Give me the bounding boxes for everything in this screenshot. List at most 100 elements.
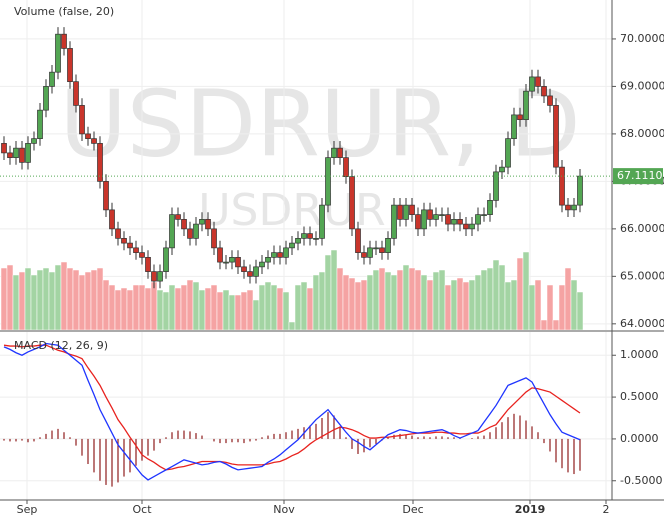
- candle-body: [241, 266, 247, 272]
- volume-bar: [330, 249, 338, 331]
- volume-bar: [240, 291, 248, 331]
- volume-bar: [420, 274, 428, 331]
- volume-bar: [462, 281, 470, 331]
- candle-body: [517, 114, 523, 121]
- volume-bar: [324, 254, 332, 331]
- volume-bar: [0, 267, 8, 331]
- candle-body: [121, 238, 127, 244]
- candle-body: [37, 109, 43, 139]
- volume-bar: [504, 281, 512, 331]
- candle-body: [487, 200, 493, 215]
- volume-bar: [522, 251, 530, 331]
- volume-bar: [264, 281, 272, 331]
- candle-body: [271, 252, 277, 258]
- y-tick-label: 70.0000: [620, 32, 664, 45]
- candle-body: [265, 257, 271, 263]
- volume-bar: [450, 279, 458, 331]
- volume-bar: [48, 271, 56, 331]
- volume-bar: [114, 289, 122, 331]
- volume-bar: [30, 274, 38, 331]
- candle-body: [331, 147, 337, 158]
- volume-bar: [138, 284, 146, 331]
- candle-body: [109, 209, 115, 230]
- volume-bar: [162, 291, 170, 331]
- volume-bar: [360, 279, 368, 331]
- candle-body: [127, 242, 133, 249]
- candle-body: [145, 257, 151, 272]
- volume-bar: [66, 267, 74, 331]
- volume-bar: [300, 281, 308, 331]
- volume-bar: [528, 284, 536, 331]
- volume-bar: [498, 264, 506, 331]
- candle-body: [283, 247, 289, 258]
- volume-bar: [54, 264, 62, 331]
- candle-body: [463, 223, 469, 230]
- candle-body: [571, 204, 577, 211]
- volume-bar: [432, 271, 440, 331]
- candle-body: [433, 214, 439, 220]
- volume-bar: [396, 269, 404, 331]
- volume-bar: [294, 284, 302, 331]
- watermark: USDRUR, D: [59, 70, 580, 177]
- candle-body: [361, 252, 367, 258]
- volume-bar: [276, 287, 284, 331]
- y-tick-label: 66.0000: [620, 222, 664, 235]
- volume-bar: [342, 274, 350, 331]
- volume-bar: [576, 291, 584, 331]
- volume-bar: [42, 267, 50, 331]
- candle-body: [379, 247, 385, 253]
- candle-body: [277, 252, 283, 258]
- volume-bar: [6, 264, 14, 331]
- volume-bar: [36, 269, 44, 331]
- volume-bar: [552, 319, 560, 331]
- candle-body: [19, 147, 25, 163]
- candle-body: [475, 214, 481, 225]
- volume-bar: [540, 319, 548, 331]
- candle-body: [49, 71, 55, 87]
- candle-body: [139, 252, 145, 258]
- candle-body: [193, 223, 199, 239]
- volume-bar: [90, 269, 98, 331]
- y-tick-label: 0.0000: [620, 432, 659, 445]
- volume-bar: [408, 267, 416, 331]
- volume-bar: [480, 269, 488, 331]
- volume-bar: [198, 289, 206, 331]
- volume-bar: [270, 284, 278, 331]
- volume-bar: [246, 289, 254, 331]
- x-tick-label: Nov: [273, 503, 295, 516]
- candle-body: [415, 214, 421, 230]
- candle-body: [511, 114, 517, 139]
- candle-body: [403, 204, 409, 220]
- candle-body: [499, 166, 505, 173]
- volume-bar: [366, 274, 374, 331]
- volume-bar: [216, 291, 224, 331]
- candle-body: [163, 247, 169, 272]
- volume-bar: [384, 271, 392, 331]
- candle-body: [205, 219, 211, 230]
- candle-body: [157, 271, 163, 282]
- volume-bar: [348, 277, 356, 331]
- volume-bar: [24, 267, 32, 331]
- candle-body: [385, 238, 391, 253]
- volume-bar: [150, 281, 158, 331]
- volume-bar: [84, 271, 92, 331]
- candle-body: [301, 233, 307, 239]
- candle-body: [253, 266, 259, 277]
- macd-legend: MACD (12, 26, 9): [14, 339, 108, 352]
- volume-bar: [156, 289, 164, 331]
- y-tick-label: 64.0000: [620, 317, 664, 330]
- candle-body: [79, 105, 85, 135]
- candle-body: [67, 48, 73, 83]
- x-tick-label: Dec: [402, 503, 423, 516]
- candle-body: [349, 176, 355, 230]
- volume-bar: [180, 284, 188, 331]
- macd-line: [3, 342, 581, 481]
- volume-bar: [186, 279, 194, 331]
- candle-body: [61, 33, 67, 49]
- candle-body: [373, 247, 379, 250]
- volume-bar: [426, 279, 434, 331]
- candle-body: [223, 261, 229, 264]
- candle-body: [445, 214, 451, 225]
